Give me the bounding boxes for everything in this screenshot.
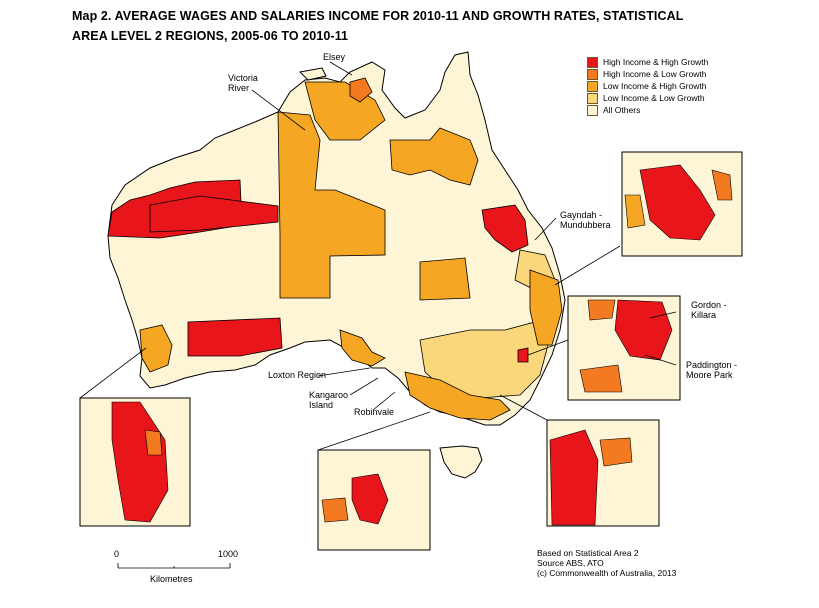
label-gayndah-line1: Gayndah -: [560, 210, 603, 220]
legend-label: High Income & High Growth: [603, 57, 709, 67]
title-line-1: Map 2. AVERAGE WAGES AND SALARIES INCOME…: [72, 9, 684, 23]
label-paddington: Paddington - Moore Park: [686, 360, 737, 380]
region-qld-sw: [419, 257, 471, 301]
legend-item: High Income & Low Growth: [587, 68, 708, 80]
label-kangaroo: Kangaroo Island: [309, 390, 348, 410]
label-paddington-line2: Moore Park: [686, 370, 733, 380]
inset-perth: [79, 397, 191, 527]
region-nt-west: [277, 111, 386, 299]
region-qld-north: [389, 127, 479, 186]
region-elsey: [349, 77, 373, 103]
source-line-2: Source ABS, ATO: [537, 558, 604, 568]
tiwi-island: [298, 67, 327, 81]
source-line-1: Based on Statistical Area 2: [537, 548, 639, 558]
label-gordon: Gordon - Killara: [691, 300, 727, 320]
inset-sydney: [567, 295, 681, 401]
region-goldfields: [187, 317, 283, 357]
tasmania: [439, 445, 483, 479]
inset-brisbane: [621, 151, 743, 257]
legend-label: Low Income & High Growth: [603, 81, 707, 91]
region-sydney: [517, 347, 529, 363]
legend-item: Low Income & Low Growth: [587, 92, 708, 104]
label-gayndah: Gayndah - Mundubbera: [560, 210, 611, 230]
label-kangaroo-line2: Island: [309, 400, 334, 410]
inset-adelaide: [546, 419, 660, 527]
legend-swatch: [587, 56, 598, 68]
label-victoria-river: Victoria River: [228, 73, 258, 93]
legend-swatch: [587, 92, 598, 104]
scale-bar: [117, 563, 231, 569]
legend-item: High Income & High Growth: [587, 56, 708, 68]
label-victoria-line1: Victoria: [228, 73, 258, 83]
map-title: Map 2. AVERAGE WAGES AND SALARIES INCOME…: [72, 6, 752, 46]
legend-swatch: [587, 104, 598, 116]
legend-label: All Others: [603, 105, 641, 115]
region-sa-coast: [339, 329, 386, 367]
source-note: Based on Statistical Area 2 Source ABS, …: [537, 548, 676, 578]
scale-unit: Kilometres: [150, 574, 193, 584]
legend-swatch: [587, 80, 598, 92]
legend-item: All Others: [587, 104, 708, 116]
region-nsw-coast: [529, 269, 563, 346]
label-victoria-line2: River: [228, 83, 250, 93]
region-qld-central-high: [481, 204, 529, 253]
label-kangaroo-line1: Kangaroo: [309, 390, 349, 400]
label-gordon-line1: Gordon -: [691, 300, 727, 310]
label-paddington-line1: Paddington -: [686, 360, 738, 370]
legend-swatch: [587, 68, 598, 80]
leader-lines: [79, 61, 677, 451]
region-perth: [139, 324, 173, 373]
label-gordon-line2: Killara: [691, 310, 717, 320]
legend-label: High Income & Low Growth: [603, 69, 707, 79]
legend: High Income & High Growth High Income & …: [587, 56, 708, 116]
legend-label: Low Income & Low Growth: [603, 93, 705, 103]
label-gayndah-line2: Mundubbera: [560, 220, 611, 230]
region-vic: [404, 371, 511, 421]
source-line-3: (c) Commonwealth of Australia, 2013: [537, 568, 677, 578]
scale-max: 1000: [218, 549, 239, 559]
inset-melbourne: [317, 449, 431, 551]
legend-item: Low Income & High Growth: [587, 80, 708, 92]
scale-min: 0: [114, 549, 120, 559]
label-elsey: Elsey: [323, 52, 346, 62]
title-line-2: AREA LEVEL 2 REGIONS, 2005-06 TO 2010-11: [72, 29, 349, 43]
region-wa-strip: [149, 195, 279, 233]
label-robinvale: Robinvale: [354, 407, 395, 417]
label-loxton: Loxton Region: [268, 370, 327, 380]
